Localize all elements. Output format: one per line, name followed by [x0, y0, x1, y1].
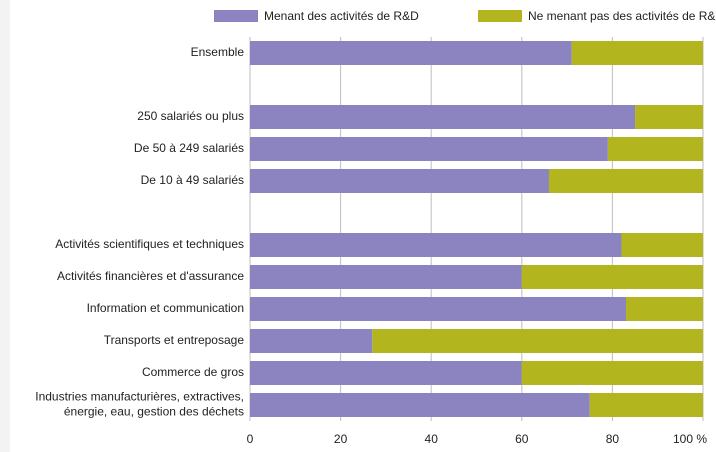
x-tick-label: 100 % — [673, 432, 707, 446]
bar-segment — [250, 393, 590, 417]
legend-label: Ne menant pas des activités de R&D — [528, 9, 716, 23]
legend-label: Menant des activités de R&D — [264, 9, 419, 23]
bar-segment — [250, 265, 522, 289]
y-tick-label: Industries manufacturières, extractives,… — [35, 390, 244, 419]
bar-segment — [250, 169, 549, 193]
y-tick-label-line: Industries manufacturières, extractives, — [35, 390, 244, 404]
x-tick-label: 40 — [425, 432, 439, 446]
bar-segment — [607, 137, 703, 161]
y-tick-label: Ensemble — [191, 45, 245, 59]
y-tick-label: De 10 à 49 salariés — [141, 173, 244, 187]
bar-segment — [521, 361, 703, 385]
bar-segment — [589, 393, 703, 417]
legend-swatch — [478, 10, 522, 22]
y-tick-label: Information et communication — [87, 301, 244, 315]
y-tick-label: Commerce de gros — [142, 365, 244, 379]
y-tick-label-line: énergie, eau, gestion des déchets — [64, 405, 244, 419]
bar-segment — [372, 329, 703, 353]
bar-segment — [625, 297, 703, 321]
bar-segment — [548, 169, 703, 193]
bar-segment — [250, 105, 636, 129]
y-tick-label: Activités financières et d'assurance — [57, 269, 244, 283]
x-tick-label: 60 — [515, 432, 529, 446]
y-tick-label: De 50 à 249 salariés — [134, 141, 244, 155]
bar-segment — [250, 329, 373, 353]
bar-segment — [521, 265, 703, 289]
bar-segment — [250, 233, 622, 257]
bar-segment — [621, 233, 703, 257]
bar-segment — [635, 105, 703, 129]
bar-segment — [250, 41, 572, 65]
y-tick-label: Activités scientifiques et techniques — [55, 237, 244, 251]
legend-swatch — [214, 10, 258, 22]
bar-segment — [250, 361, 522, 385]
bar-segment — [250, 297, 626, 321]
x-tick-label: 80 — [606, 432, 620, 446]
y-tick-label: Transports et entreposage — [104, 333, 245, 347]
y-tick-label: 250 salariés ou plus — [137, 109, 244, 123]
x-tick-label: 20 — [334, 432, 348, 446]
x-tick-label: 0 — [247, 432, 254, 446]
bar-segment — [571, 41, 703, 65]
bar-segment — [250, 137, 608, 161]
